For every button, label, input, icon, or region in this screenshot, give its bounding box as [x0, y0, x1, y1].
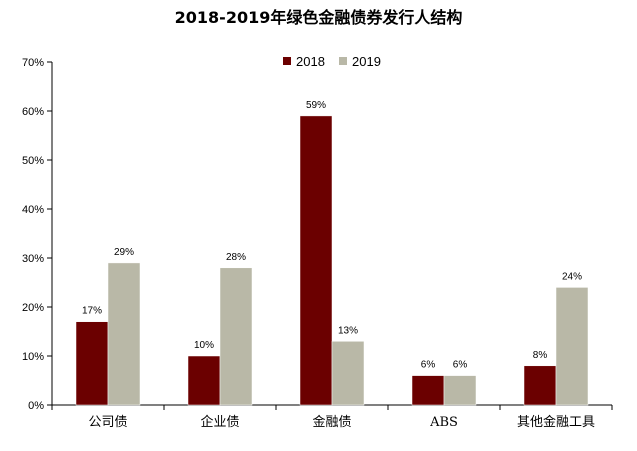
- bar-2018: [187, 355, 221, 406]
- data-label: 10%: [194, 340, 214, 351]
- y-tick-label: 50%: [22, 155, 44, 167]
- data-label: 6%: [453, 360, 468, 371]
- x-category-label: 其他金融工具: [517, 414, 595, 430]
- data-label: 6%: [421, 360, 436, 371]
- legend-swatch-2018: [283, 57, 291, 65]
- legend-label: 2019: [352, 54, 381, 69]
- y-tick-label: 0%: [28, 400, 44, 412]
- data-label: 24%: [562, 271, 582, 282]
- data-labels: 17% 10% 59% 6% 8% 29% 28% 13% 6% 24%: [82, 100, 582, 371]
- data-label: 59%: [306, 100, 326, 111]
- data-label: 13%: [338, 325, 358, 336]
- y-tick-label: 20%: [22, 302, 44, 314]
- data-label: 29%: [114, 247, 134, 258]
- bar-2019: [443, 375, 477, 406]
- bar-2018: [523, 365, 557, 406]
- bar-2019: [331, 341, 365, 406]
- chart-title: 2018-2019年绿色金融债券发行人结构: [174, 8, 463, 27]
- bar-2018: [299, 115, 333, 406]
- bar-2019: [219, 267, 253, 406]
- y-tick-label: 60%: [22, 106, 44, 118]
- y-tick-label: 70%: [22, 57, 44, 69]
- bar-2018: [75, 321, 109, 406]
- bar-2019: [555, 287, 589, 406]
- y-tick-label: 40%: [22, 204, 44, 216]
- bars: [75, 115, 589, 406]
- legend-label: 2018: [296, 54, 325, 69]
- x-category-label: 公司债: [88, 415, 127, 430]
- data-label: 8%: [533, 350, 548, 361]
- x-axis: 公司债 企业债 金融债 ABS 其他金融工具: [51, 404, 613, 430]
- y-axis: 0% 10% 20% 30% 40% 50% 60% 70%: [22, 57, 53, 412]
- bar-2019: [107, 262, 141, 406]
- data-label: 28%: [226, 252, 246, 263]
- x-category-label: 金融债: [312, 414, 351, 430]
- y-tick-label: 30%: [22, 253, 44, 265]
- bar-2018: [411, 375, 445, 406]
- x-category-label: ABS: [429, 415, 458, 430]
- y-tick-label: 10%: [22, 351, 44, 363]
- legend: 2018 2019: [283, 54, 381, 69]
- data-label: 17%: [82, 306, 102, 317]
- legend-swatch-2019: [339, 57, 347, 65]
- x-category-label: 企业债: [200, 414, 239, 430]
